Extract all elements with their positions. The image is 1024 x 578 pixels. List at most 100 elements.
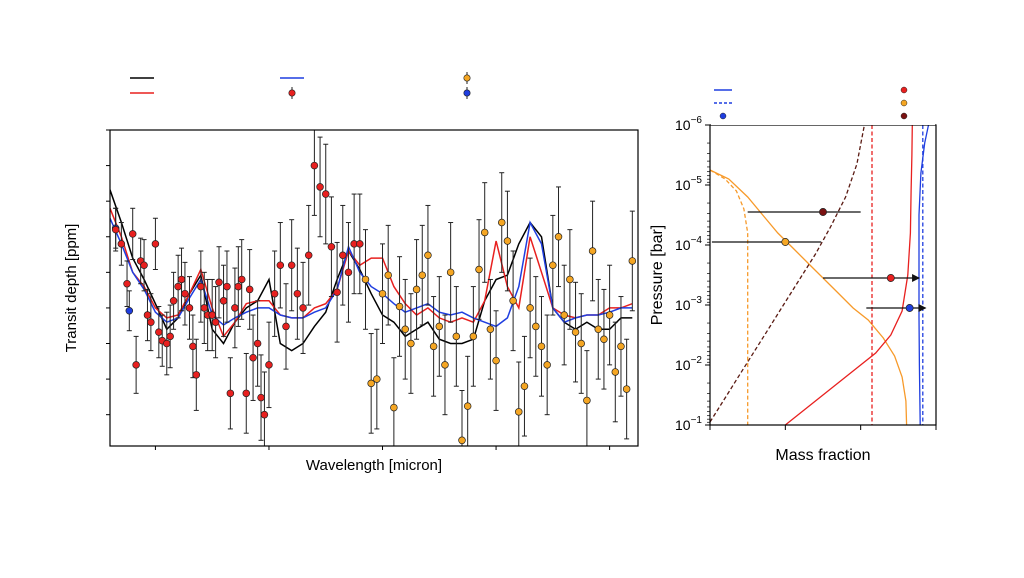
profile-ch4-dashed xyxy=(710,169,749,425)
data-point xyxy=(174,282,182,291)
legend-marker xyxy=(719,112,727,120)
y-tick-label: 10−2 xyxy=(675,355,702,373)
data-point xyxy=(475,265,483,274)
data-point xyxy=(452,332,461,341)
profile-co2-solid xyxy=(784,125,913,425)
y-tick-exponent: −3 xyxy=(691,295,703,306)
data-point xyxy=(189,342,197,351)
data-point xyxy=(458,436,466,445)
constraint-marker-so2 xyxy=(819,208,827,216)
data-point xyxy=(223,282,231,291)
y-tick-base: 10 xyxy=(675,357,691,373)
legend-marker xyxy=(900,99,908,107)
y-tick-exponent: −5 xyxy=(691,175,703,186)
data-point xyxy=(497,218,506,227)
legend-marker xyxy=(900,112,908,120)
spectrum-ticks xyxy=(106,129,611,450)
data-point xyxy=(132,361,140,369)
abundance-x-axis-label: Mass fraction xyxy=(775,447,870,464)
y-tick-base: 10 xyxy=(675,297,691,313)
data-point xyxy=(390,403,398,412)
data-point xyxy=(166,332,174,341)
spectrum-plot-area xyxy=(110,130,637,446)
data-point xyxy=(316,183,324,191)
spectrum-axes-frame xyxy=(109,129,639,447)
data-point xyxy=(367,379,375,388)
data-point xyxy=(253,339,262,348)
data-point xyxy=(503,237,512,245)
data-point xyxy=(373,375,381,383)
data-point xyxy=(192,371,201,379)
data-point xyxy=(356,240,364,248)
data-point xyxy=(270,289,279,298)
data-point xyxy=(600,335,608,343)
y-tick-base: 10 xyxy=(675,237,691,253)
y-tick-label: 10−4 xyxy=(675,235,702,253)
data-point xyxy=(333,288,341,297)
data-point xyxy=(446,268,455,277)
data-point xyxy=(181,289,189,298)
spectrum-legend xyxy=(130,72,471,99)
data-point xyxy=(215,278,223,287)
data-point xyxy=(469,332,478,341)
data-point xyxy=(424,251,432,260)
data-point xyxy=(583,396,591,405)
data-point xyxy=(463,402,472,410)
data-point xyxy=(605,311,614,319)
data-point xyxy=(526,304,534,312)
legend-marker xyxy=(463,89,471,97)
data-point xyxy=(208,311,216,319)
data-point xyxy=(276,261,285,269)
data-point xyxy=(211,318,220,326)
data-point xyxy=(577,339,585,348)
data-point xyxy=(257,393,265,402)
data-point xyxy=(249,353,257,362)
data-point xyxy=(407,339,415,348)
data-point xyxy=(260,410,269,419)
data-point xyxy=(339,251,347,260)
data-point xyxy=(395,302,404,311)
abundance-plot-area xyxy=(710,125,930,425)
data-point xyxy=(151,240,160,248)
spectrum-x-axis-label: Wavelength [micron] xyxy=(306,457,442,474)
data-point xyxy=(169,297,178,305)
data-point xyxy=(549,261,557,269)
data-point xyxy=(299,304,307,312)
profile-ch4-solid xyxy=(710,169,908,425)
data-point xyxy=(515,408,523,416)
data-point xyxy=(242,389,251,398)
data-point xyxy=(231,304,239,312)
data-point xyxy=(361,275,370,284)
data-point xyxy=(197,282,205,291)
data-point xyxy=(571,328,580,336)
y-tick-exponent: −6 xyxy=(691,115,703,126)
data-point xyxy=(234,282,243,291)
data-point xyxy=(117,240,126,248)
y-tick-exponent: −2 xyxy=(691,355,703,366)
legend-marker xyxy=(463,74,471,82)
data-point xyxy=(622,385,631,393)
abundance-legend xyxy=(711,83,935,125)
data-point xyxy=(594,325,603,334)
data-point xyxy=(185,304,194,312)
data-point xyxy=(532,322,540,331)
abundance-panel: 10−610−510−410−310−210−1 Mass fraction P… xyxy=(649,83,937,464)
data-point xyxy=(617,342,625,351)
data-point xyxy=(412,285,421,294)
data-point xyxy=(435,322,444,331)
data-point xyxy=(310,161,319,170)
data-point xyxy=(123,279,131,288)
legend-marker xyxy=(900,86,908,94)
model-line-equilibrium xyxy=(110,217,633,328)
data-point xyxy=(327,242,336,251)
data-point xyxy=(554,233,563,241)
data-point xyxy=(155,328,163,336)
data-point xyxy=(245,285,254,294)
legend-marker xyxy=(288,89,296,97)
y-tick-exponent: −4 xyxy=(691,235,703,246)
data-point xyxy=(219,297,228,305)
data-point xyxy=(429,342,438,351)
y-tick-base: 10 xyxy=(675,417,691,433)
y-tick-label: 10−5 xyxy=(675,175,702,193)
data-point xyxy=(384,271,392,279)
